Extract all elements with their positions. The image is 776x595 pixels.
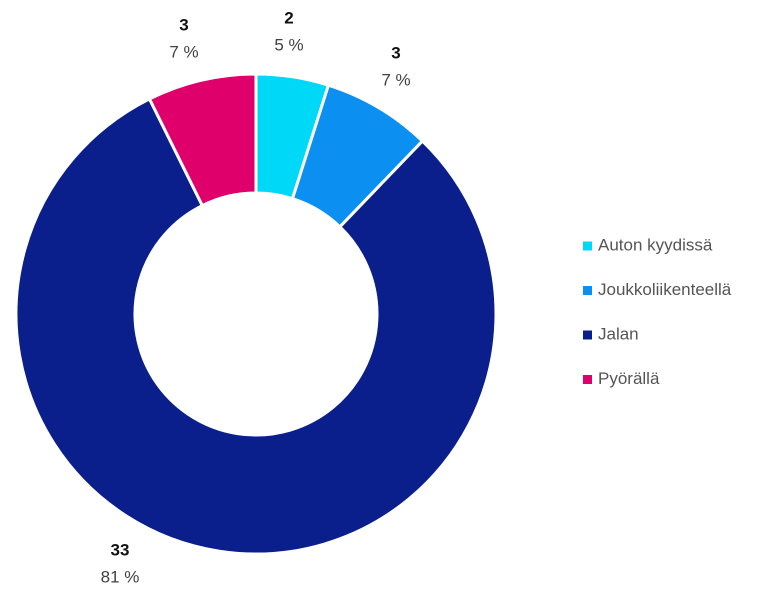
legend-swatch	[583, 330, 592, 340]
value-label: 3	[179, 15, 188, 34]
percent-label: 7 %	[169, 42, 198, 61]
legend-label: Joukkoliikenteellä	[598, 280, 732, 299]
legend-swatch	[583, 241, 592, 251]
value-label: 3	[391, 43, 400, 62]
legend-label: Jalan	[598, 324, 639, 343]
legend-swatch	[583, 286, 592, 295]
legend-label: Pyörällä	[598, 369, 660, 388]
donut-slice	[14, 96, 498, 556]
value-label: 2	[284, 8, 293, 27]
legend-label: Auton kyydissä	[598, 235, 713, 254]
legend-swatch	[583, 375, 592, 384]
value-label: 33	[111, 540, 130, 559]
percent-label: 81 %	[101, 567, 140, 586]
donut-slice	[147, 72, 258, 208]
percent-label: 7 %	[381, 70, 410, 89]
percent-label: 5 %	[274, 35, 303, 54]
